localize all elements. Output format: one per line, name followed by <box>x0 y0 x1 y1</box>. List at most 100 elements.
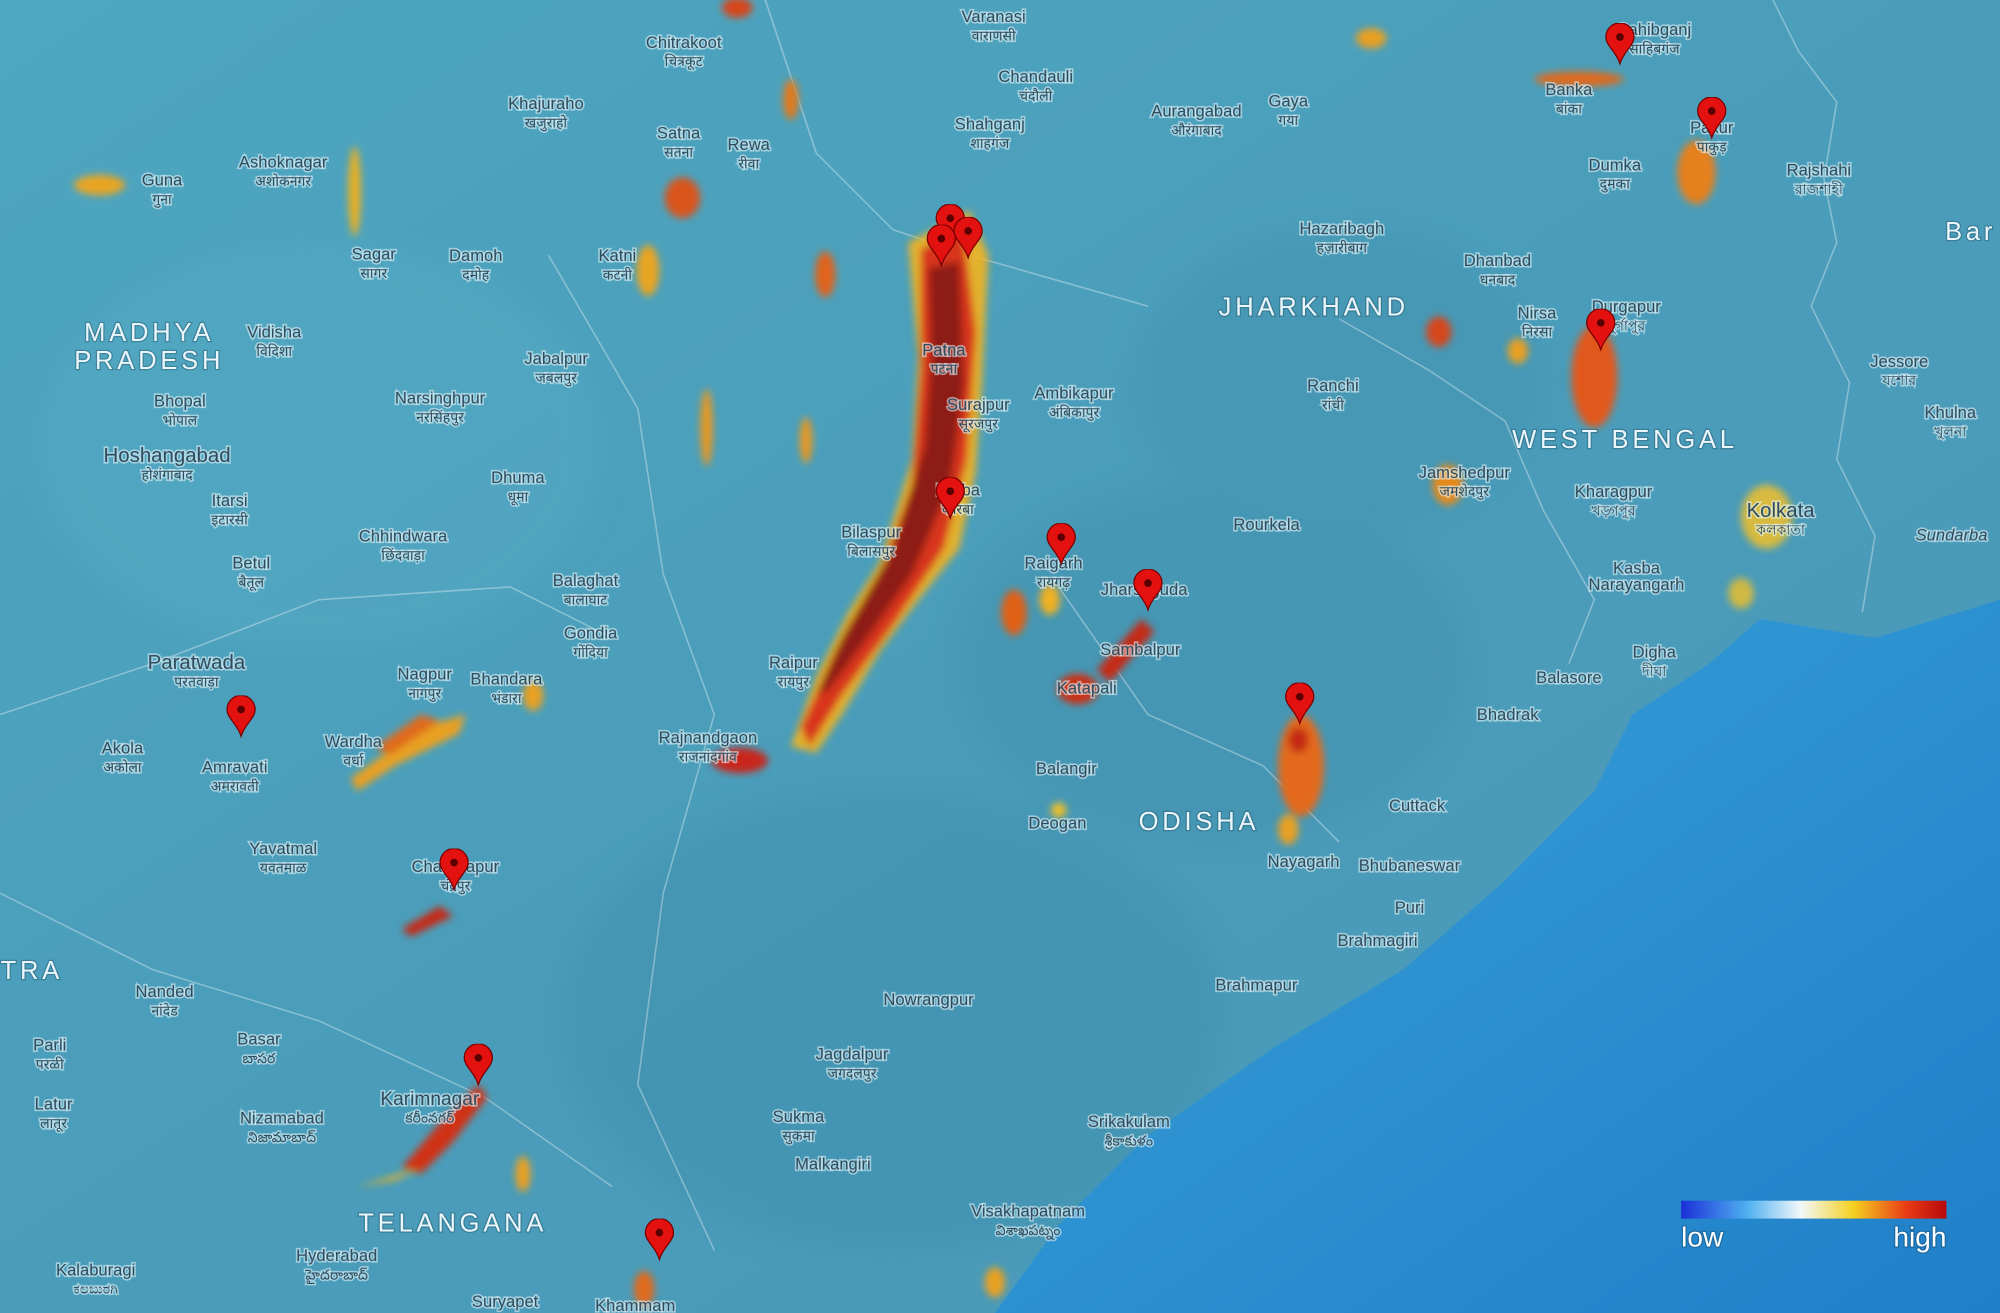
place-local-label: सूरजपुर <box>959 416 999 433</box>
place-label: Puri <box>1395 898 1424 917</box>
place-local-label: హైదరాబాద్ <box>305 1267 369 1285</box>
place-local-label: बांका <box>1556 100 1582 116</box>
place-label: Latur <box>35 1094 73 1113</box>
place-label: Surajpur <box>947 395 1010 414</box>
place-local-label: अशोकनगर <box>255 173 311 189</box>
place-label: Betul <box>232 553 270 572</box>
place-label: Rewa <box>728 135 771 154</box>
emission-heatmap <box>73 0 1793 1307</box>
place-label: Aurangabad <box>1151 102 1241 121</box>
place-label: Nirsa <box>1518 303 1557 322</box>
place-local-label: कटनी <box>603 266 633 282</box>
place-local-label: अकोला <box>103 759 142 775</box>
region-label: PRADESH <box>74 347 224 375</box>
place-label: Sundarba <box>1916 525 1988 544</box>
place-label: Varanasi <box>962 7 1026 26</box>
place-label: Rourkela <box>1233 515 1300 534</box>
place-local-label: सतना <box>664 144 693 160</box>
place-label: Satna <box>657 123 701 142</box>
place-local-label: नरसिंहपुर <box>416 409 464 426</box>
place-label: Malkangiri <box>795 1154 871 1173</box>
place-local-label: चित्रकूट <box>665 53 704 70</box>
place-label: Gaya <box>1268 91 1308 110</box>
place-label: Bhubaneswar <box>1359 856 1461 875</box>
place-local-label: बैतूल <box>239 574 265 591</box>
place-label: Balasore <box>1536 668 1601 687</box>
legend-high: high <box>1893 1221 1946 1252</box>
place-local-label: খুলনা <box>1934 423 1967 439</box>
place-label: Rajnandgaon <box>659 728 758 747</box>
place-label: Amravati <box>202 758 267 777</box>
place-label: Visakhapatnam <box>971 1202 1085 1221</box>
place-local-label: রাজশাহী <box>1794 181 1844 197</box>
place-local-label: रांची <box>1322 396 1344 412</box>
place-label: Kasba <box>1613 558 1661 577</box>
place-label: Khulna <box>1924 403 1976 422</box>
place-label: Ranchi <box>1307 376 1359 395</box>
place-local-label: वाराणसी <box>972 28 1016 44</box>
place-label: Sukma <box>773 1107 825 1126</box>
place-local-label: যশোর <box>1881 372 1916 388</box>
place-local-label: राजनांदगांव <box>679 749 737 765</box>
place-local-label: जमशेदपुर <box>1440 483 1490 500</box>
place-label: Khajuraho <box>508 94 584 113</box>
place-label: Bhopal <box>154 391 206 410</box>
place-local-label: బాసర <box>243 1050 276 1066</box>
place-local-label: बिलासपुर <box>847 543 895 560</box>
place-label: Narsinghpur <box>395 389 486 408</box>
place-label: Jamshedpur <box>1419 463 1511 482</box>
place-label: Ashoknagar <box>239 153 328 172</box>
place-local-label: నిజామాబాద్ <box>248 1129 316 1145</box>
place-local-label: साहिबगंज <box>1629 40 1680 56</box>
place-label: Kolkata <box>1747 500 1816 522</box>
place-label: Nowrangpur <box>883 990 974 1009</box>
place-label: Wardha <box>325 732 383 751</box>
legend: low high <box>1680 1200 1948 1254</box>
place-local-label: सुकमा <box>782 1128 815 1145</box>
place-label: Dhanbad <box>1464 251 1531 270</box>
place-label: Brahmagiri <box>1337 931 1417 950</box>
place-local-label: नांदेड <box>151 1003 178 1019</box>
place-label: Jessore <box>1870 352 1928 371</box>
labels: GunaगुनाAshoknagarअशोकनगरSagarसागरDamohद… <box>0 6 1994 1313</box>
place-local-label: विदिशा <box>256 343 292 359</box>
region-label: ODISHA <box>1139 808 1260 836</box>
place-local-label: धनबाद <box>1480 271 1516 287</box>
place-local-label: अंबिकापुर <box>1049 404 1100 421</box>
place-local-label: बालाघाट <box>564 592 609 608</box>
place-label: Sahibganj <box>1617 20 1691 39</box>
legend-low: low <box>1681 1221 1724 1252</box>
place-local-label: गुना <box>152 191 172 208</box>
place-local-label: दुमका <box>1600 176 1631 194</box>
place-label: Sagar <box>352 245 397 264</box>
region-label: TELANGANA <box>358 1210 547 1238</box>
place-label: Bilaspur <box>841 523 901 542</box>
place-label: Dumka <box>1589 155 1642 174</box>
place-label: Chitrakoot <box>646 33 722 52</box>
place-label: Balaghat <box>553 571 619 590</box>
place-label: Kharagpur <box>1575 482 1653 501</box>
place-label: Narayangarh <box>1589 575 1685 594</box>
place-label: Bhandara <box>470 669 543 688</box>
place-local-label: वर्धा <box>343 752 364 768</box>
place-local-label: लातूर <box>40 1115 67 1132</box>
place-local-label: छिंदवाड़ा <box>381 547 425 563</box>
place-local-label: रायपुर <box>778 673 809 690</box>
place-local-label: दमोह <box>462 266 489 282</box>
place-local-label: इटारसी <box>211 511 248 527</box>
place-local-label: কলকাতা <box>1755 522 1806 538</box>
place-local-label: శ్రీకాకుళం <box>1104 1133 1153 1150</box>
place-label: Srikakulam <box>1088 1112 1170 1131</box>
place-label: Paratwada <box>148 652 246 674</box>
place-local-label: కరీంనగర్ <box>405 1110 455 1126</box>
place-local-label: यवतमाळ <box>260 860 307 876</box>
place-local-label: जगदलपुर <box>828 1065 877 1082</box>
place-label: Ambikapur <box>1034 384 1114 403</box>
region-label: MADHYA <box>84 319 214 347</box>
place-label: Balangir <box>1036 759 1097 778</box>
place-label: Suryapet <box>472 1292 539 1311</box>
place-label: Itarsi <box>212 491 248 510</box>
place-label: Hyderabad <box>296 1246 377 1265</box>
